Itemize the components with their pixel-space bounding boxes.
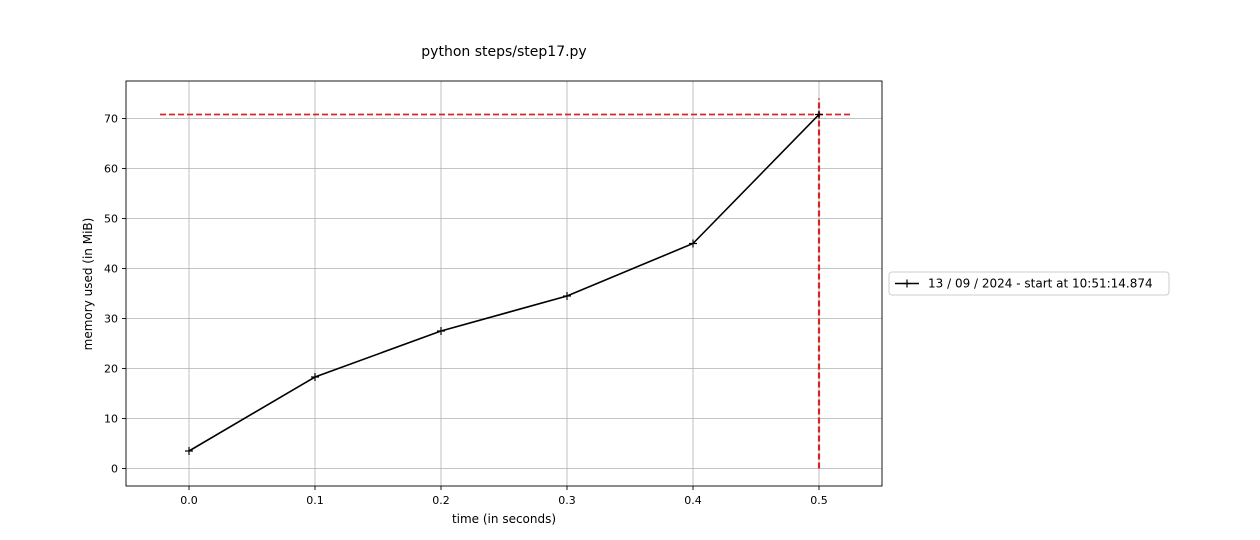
data-point-marker	[185, 447, 193, 455]
y-tick-label: 50	[104, 213, 118, 226]
x-tick-label: 0.0	[180, 494, 198, 507]
legend-box	[888, 271, 1170, 296]
series-line	[188, 113, 820, 452]
x-tick-label: 0.1	[306, 494, 324, 507]
legend: 13 / 09 / 2024 - start at 10:51:14.874	[888, 271, 1170, 296]
y-axis-label: memory used (in MiB)	[81, 218, 95, 351]
y-tick-label: 60	[104, 163, 118, 176]
data-point-marker	[689, 239, 697, 248]
plot-frame	[125, 80, 883, 487]
y-tick-label: 20	[104, 363, 118, 376]
y-tick-label: 70	[104, 113, 118, 126]
y-tick-label: 40	[104, 263, 118, 276]
x-tick-label: 0.4	[684, 494, 702, 507]
x-tick-label: 0.5	[810, 494, 828, 507]
y-tick-label: 0	[111, 463, 118, 476]
legend-label: 13 / 09 / 2024 - start at 10:51:14.874	[928, 277, 1153, 291]
x-axis-label: time (in seconds)	[452, 512, 556, 526]
data-point-marker	[311, 373, 319, 381]
x-tick-label: 0.2	[432, 494, 450, 507]
data-point-marker	[437, 327, 445, 335]
y-tick-label: 30	[104, 313, 118, 326]
x-tick-label: 0.3	[558, 494, 576, 507]
y-tick-label: 10	[104, 413, 118, 426]
data-point-marker	[563, 292, 571, 300]
plot-area: 0.0 0.1 0.2 0.3 0.4 0.5 0 10 20 30 40 50 60 70	[104, 80, 883, 507]
chart-title: python steps/step17.py	[421, 44, 586, 60]
data-point-marker	[815, 110, 823, 119]
